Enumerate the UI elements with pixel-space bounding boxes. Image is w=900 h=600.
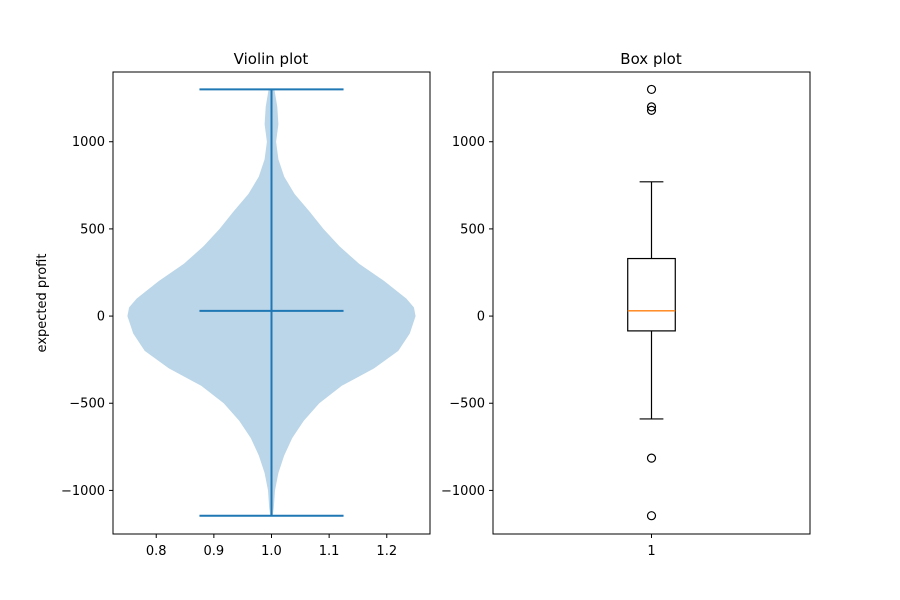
- violin-plot-panel: Violin plot expected profit −1000 −500 0 50…: [35, 50, 431, 559]
- box-ytick-label: −500: [449, 397, 485, 412]
- violin-ytick-label: 1000: [72, 135, 105, 150]
- violin-xtick-label: 0.8: [146, 544, 167, 559]
- box-marks-layer: [627, 84, 676, 521]
- box-outlier-point: [646, 511, 657, 521]
- violin-plot-frame: [112, 71, 431, 535]
- box-ytick-label: 0: [477, 310, 485, 325]
- violin-ytick-label: 0: [97, 310, 105, 325]
- box-plot-panel: Box plot −1000 −500 0 500 1000 1: [441, 50, 811, 559]
- box-outlier-point: [646, 84, 657, 95]
- box-ytick-label: 1000: [452, 135, 485, 150]
- box-ytick-label: −1000: [441, 484, 485, 499]
- violin-ytick-label: −1000: [61, 484, 105, 499]
- box-ytick-label: 500: [460, 222, 485, 237]
- box-plot-title: Box plot: [620, 50, 682, 68]
- box-plot-frame: [492, 71, 811, 535]
- box-xtick-label: 1: [647, 544, 655, 559]
- violin-xtick-label: 0.9: [204, 544, 225, 559]
- violin-xtick-label: 1.0: [261, 544, 282, 559]
- box-iqr-rect: [627, 257, 676, 332]
- violin-ytick-label: −500: [69, 397, 105, 412]
- violin-xtick-label: 1.2: [376, 544, 397, 559]
- violin-marks-layer: [199, 88, 344, 517]
- box-axes-layer: −1000 −500 0 500 1000 1: [441, 135, 656, 559]
- violin-axes-layer: −1000 −500 0 500 1000 0.8 0.9 1.0 1.1 1.2: [61, 135, 397, 559]
- box-outlier-point: [646, 105, 657, 115]
- violin-plot-ylabel: expected profit: [35, 254, 50, 353]
- box-outlier-point: [646, 102, 657, 112]
- box-outlier-point: [646, 453, 657, 463]
- violin-xtick-label: 1.1: [319, 544, 340, 559]
- violin-plot-title: Violin plot: [234, 50, 309, 68]
- violin-ytick-label: 500: [80, 222, 105, 237]
